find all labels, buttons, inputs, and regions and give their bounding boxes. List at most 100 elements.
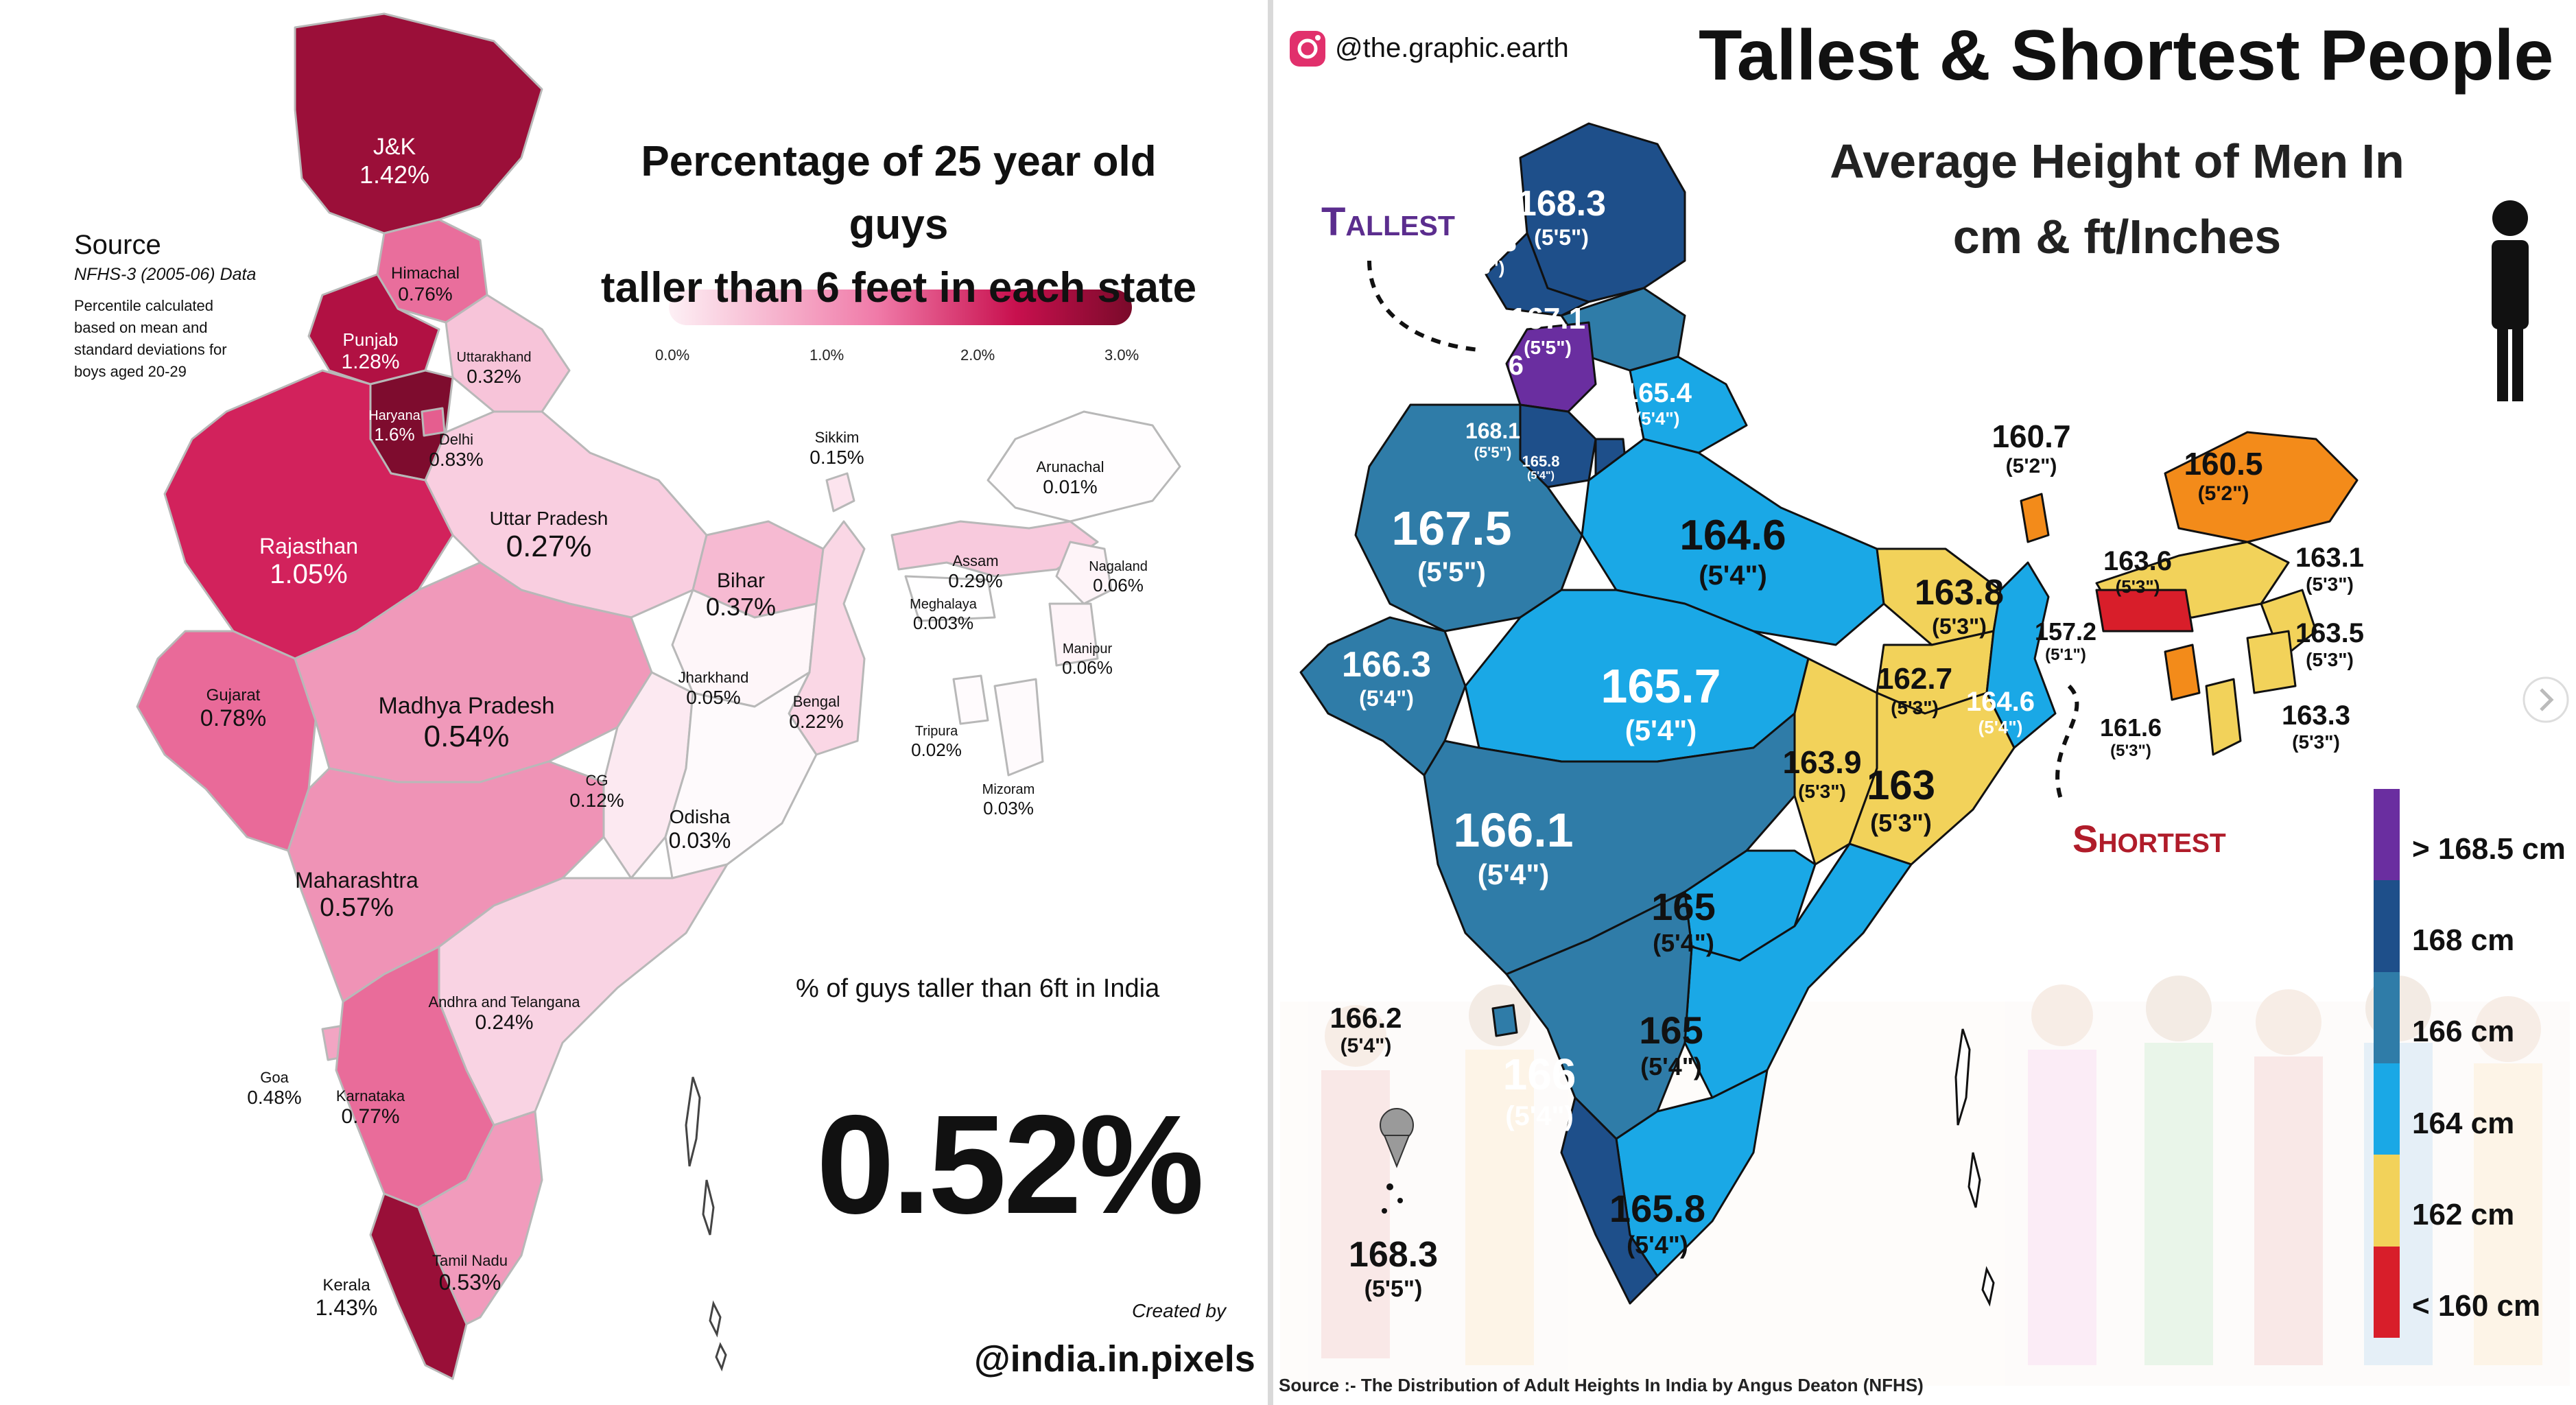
source-heading: Source <box>74 230 161 260</box>
tallest-arrow <box>1367 260 1480 352</box>
legend-gradient-bar <box>669 290 1132 325</box>
height-ft: (5'4") <box>1653 929 1714 958</box>
legend-label: < 160 cm <box>2412 1289 2541 1323</box>
legend-tick-2: 2.0% <box>960 346 995 364</box>
height-ft: (5'3") <box>1932 613 1987 639</box>
height-cm: 165.8 <box>1609 1187 1706 1230</box>
left-label-name: Madhya Pradesh <box>378 693 555 719</box>
left-label-value: 0.53% <box>438 1270 501 1295</box>
right-height-label: 167.5 (5'5") <box>1383 501 1520 588</box>
source-block: Source NFHS-3 (2005-06) Data Percentile … <box>74 226 256 383</box>
region-nagaland <box>1055 541 1113 605</box>
region-arunachal <box>986 410 1181 523</box>
right-height-label: 167.1 (5'5") <box>1479 302 1616 359</box>
region-tripura <box>952 674 989 725</box>
left-label-bihar: Bihar 0.37% <box>638 569 844 622</box>
right-map-svg <box>1290 31 2569 1307</box>
height-ft: (5'4") <box>1627 1231 1688 1260</box>
left-label-name: Bengal <box>792 693 840 710</box>
state-up <box>1581 438 1885 646</box>
left-label-maharashtra: Maharashtra 0.57% <box>254 868 460 923</box>
height-cm: 163 <box>1866 762 1936 808</box>
height-cm: 166.2 <box>1330 1002 1402 1034</box>
left-label-delhi: Delhi 0.83% <box>353 431 559 471</box>
left-label-name: Uttar Pradesh <box>489 508 608 529</box>
height-cm: 167.5 <box>1391 501 1512 555</box>
left-label-value: 0.27% <box>506 530 592 563</box>
height-cm: 166.1 <box>1453 803 1574 857</box>
left-label-value: 0.02% <box>911 740 962 760</box>
left-label-himachal: Himachal 0.76% <box>322 264 528 305</box>
left-label-tripura: Tripura 0.02% <box>834 724 1039 761</box>
left-label-name: Goa <box>260 1069 289 1086</box>
left-label-name: Rajasthan <box>259 534 359 558</box>
left-label-tn: Tamil Nadu 0.53% <box>367 1252 573 1295</box>
right-height-label: 161.6 (5'3") <box>2062 713 2199 761</box>
right-height-label: 162.7 (5'3") <box>1846 662 1983 719</box>
left-label-name: J&K <box>373 134 416 160</box>
right-height-label: 163.8 (5'3") <box>1891 573 2028 639</box>
source-note-3: standard deviations for <box>74 341 227 358</box>
height-ft: (5'5") <box>1364 1275 1423 1302</box>
right-height-label: 168.6 (5'5") <box>1421 350 1558 402</box>
left-label-value: 0.12% <box>569 790 624 811</box>
left-label-arunachal: Arunachal 0.01% <box>967 458 1173 498</box>
left-label-value: 0.32% <box>466 366 521 387</box>
region-meghalaya <box>904 575 996 622</box>
height-legend-bar <box>2374 789 2400 1338</box>
left-label-goa: Goa 0.48% <box>172 1069 377 1109</box>
left-label-gujarat: Gujarat 0.78% <box>130 686 336 732</box>
left-label-name: Sikkim <box>814 429 860 446</box>
left-label-value: 0.83% <box>429 449 484 470</box>
right-title: Tallest & Shortest People <box>1699 16 2554 95</box>
legend-tick-1: 1.0% <box>810 346 844 364</box>
next-slide-arrow[interactable] <box>2522 676 2569 723</box>
left-label-value: 0.06% <box>1093 575 1144 595</box>
right-height-label: 168.3 (5'5") <box>1325 1235 1462 1303</box>
legend-label: 162 cm <box>2412 1198 2515 1231</box>
left-label-value: 0.01% <box>1043 476 1098 497</box>
height-cm: 160.5 <box>2184 446 2263 482</box>
height-cm: 157.2 <box>2034 617 2097 646</box>
height-ft: (5'4") <box>1505 1100 1574 1131</box>
lakshadweep-pin <box>1380 1108 1414 1214</box>
region-sikkim <box>825 472 855 512</box>
right-height-label: 168.3 (5'5") <box>1493 184 1630 250</box>
height-ft: (5'3") <box>2306 649 2354 670</box>
right-height-label: 163.5 (5'3") <box>2261 617 2398 671</box>
left-label-uttarakhand: Uttarakhand 0.32% <box>391 350 597 388</box>
left-label-value: 0.37% <box>705 593 777 621</box>
right-height-label: 168.3 (5'5") <box>1414 226 1551 279</box>
state-maharashtra <box>1423 712 1796 976</box>
left-label-kerala: Kerala 1.43% <box>244 1276 449 1321</box>
left-label-value: 1.42% <box>359 161 430 189</box>
height-ft: (5'3") <box>2292 731 2340 753</box>
state-odisha <box>1848 692 2016 866</box>
left-title-line2: taller than 6 feet in each state <box>600 264 1197 311</box>
height-ft: (5'3") <box>2306 574 2354 595</box>
right-andaman-islands <box>1954 1028 1995 1307</box>
state-tripura <box>2164 644 2201 701</box>
height-cm: 163.6 <box>2103 546 2173 576</box>
panel-divider <box>1268 0 1273 1405</box>
legend-swatch <box>2374 789 2400 881</box>
region-bengal <box>788 520 866 756</box>
height-cm: 168.6 <box>1454 351 1524 381</box>
left-label-mp: Madhya Pradesh 0.54% <box>364 693 569 754</box>
right-height-label: 165.7 (5'4") <box>1592 659 1729 747</box>
region-odisha <box>664 671 818 879</box>
height-ft: (5'2") <box>2005 454 2057 477</box>
legend-label: > 168.5 cm <box>2412 831 2566 866</box>
left-label-value: 1.6% <box>374 424 415 445</box>
legend-swatch <box>2374 1063 2400 1155</box>
left-label-value: 0.57% <box>320 893 394 922</box>
legend-swatch <box>2374 1246 2400 1338</box>
left-label-manipur: Manipur 0.06% <box>984 641 1190 678</box>
left-label-value: 0.76% <box>398 283 453 305</box>
left-label-name: Uttarakhand <box>456 350 532 365</box>
left-label-value: 0.29% <box>948 570 1003 591</box>
right-subtitle: Average Height of Men In cm & ft/Inches <box>1808 123 2426 274</box>
right-map-panel: @the.graphic.earth Tallest & Shortest Pe… <box>1273 0 2576 1405</box>
left-label-name: Gujarat <box>206 686 261 705</box>
left-label-mizoram: Mizoram 0.03% <box>906 782 1111 819</box>
